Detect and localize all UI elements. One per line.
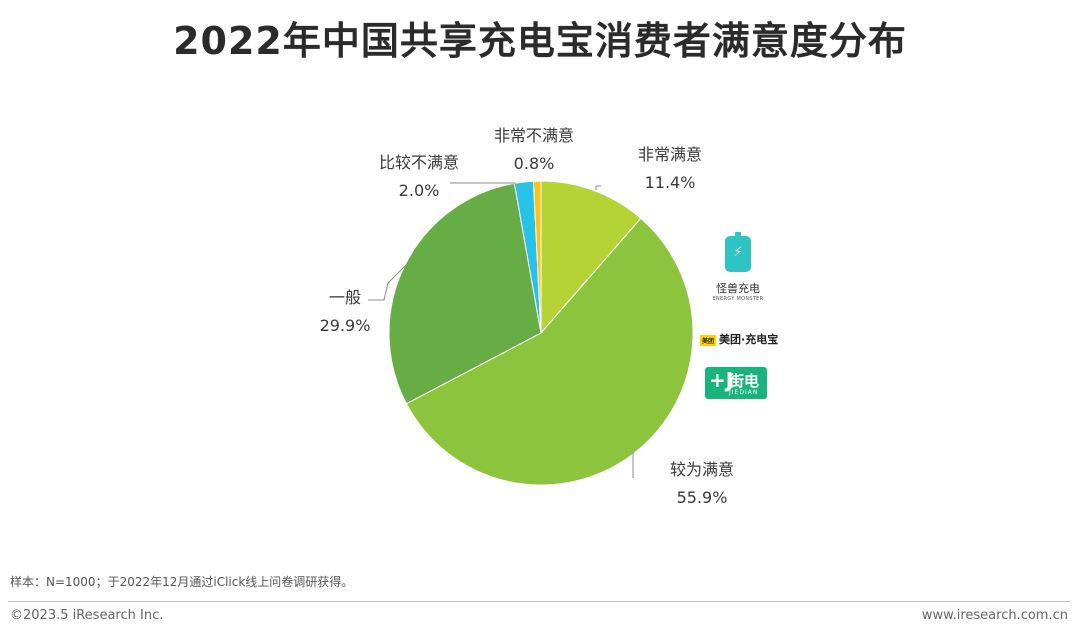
pie-slice (532, 180, 542, 334)
page-title: 2022年中国共享充电宝消费者满意度分布 (173, 19, 907, 63)
slice-value-label: 0.8% (514, 154, 555, 173)
website-link[interactable]: www.iresearch.com.cn (921, 608, 1068, 623)
sample-note: 样本：N=1000；于2022年12月通过iClick线上问卷调研获得。 (10, 575, 354, 589)
meituan-logo: 美团 美团·充电宝 (700, 331, 778, 347)
footer-divider (8, 601, 1070, 602)
slice-value-label: 2.0% (399, 181, 440, 200)
slice-label: 非常不满意 (494, 126, 574, 145)
pie-slice (540, 180, 642, 335)
battery-icon (725, 232, 751, 272)
leader-line (368, 263, 408, 301)
slice-label: 比较不满意 (379, 153, 459, 172)
jiedian-logo: +J 街电 JIEDIAN (705, 367, 767, 399)
energy-monster-subtitle: ENERGY MONSTER (712, 296, 764, 302)
slice-label: 非常满意 (638, 145, 702, 164)
slice-value-label: 29.9% (320, 316, 371, 335)
jiedian-subtitle: JIEDIAN (729, 389, 759, 396)
energy-monster-logo: 怪兽充电 ENERGY MONSTER (713, 232, 763, 302)
jiedian-mark: +J (709, 368, 734, 392)
meituan-badge: 美团 (700, 334, 717, 346)
jiedian-name: 街电 (729, 372, 760, 390)
slice-value-label: 55.9% (677, 488, 728, 507)
energy-monster-name: 怪兽充电 (716, 282, 760, 295)
meituan-name: 美团·充电宝 (719, 333, 779, 346)
leader-line (595, 185, 601, 190)
slice-label: 较为满意 (670, 460, 734, 479)
pie-slice (405, 217, 694, 486)
slice-value-label: 11.4% (645, 173, 696, 192)
slice-label: 一般 (329, 288, 361, 307)
leader-line (450, 182, 517, 188)
copyright: ©2023.5 iResearch Inc. (10, 608, 164, 623)
